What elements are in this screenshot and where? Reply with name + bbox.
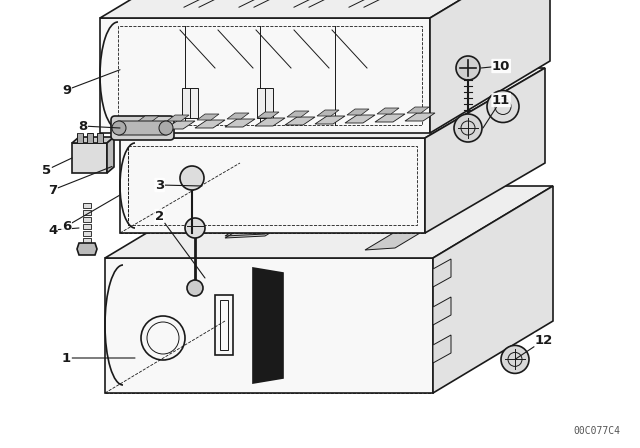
Polygon shape [285, 117, 315, 125]
Text: 1: 1 [62, 352, 135, 365]
Polygon shape [225, 119, 255, 127]
FancyBboxPatch shape [111, 116, 174, 140]
Bar [83, 217, 91, 222]
Text: 11: 11 [483, 94, 510, 128]
Text: 00C077C4: 00C077C4 [573, 426, 620, 436]
Polygon shape [430, 0, 550, 133]
Polygon shape [137, 116, 159, 122]
Circle shape [454, 114, 482, 142]
Polygon shape [433, 297, 451, 325]
Polygon shape [165, 121, 195, 129]
Bar [83, 203, 91, 208]
Polygon shape [120, 138, 425, 233]
Polygon shape [100, 0, 550, 18]
Text: 7: 7 [48, 167, 112, 197]
Polygon shape [433, 186, 553, 393]
Polygon shape [227, 113, 249, 119]
Polygon shape [135, 122, 165, 130]
Circle shape [112, 121, 126, 135]
Polygon shape [257, 112, 279, 118]
Bar [83, 238, 91, 243]
Circle shape [323, 195, 347, 219]
Polygon shape [433, 335, 451, 363]
Polygon shape [255, 118, 285, 126]
Bar [220, 300, 228, 350]
Text: 10: 10 [481, 60, 510, 73]
Circle shape [487, 90, 519, 122]
Polygon shape [120, 68, 545, 138]
Circle shape [501, 345, 529, 373]
Bar [215, 295, 233, 355]
Polygon shape [225, 219, 293, 238]
Polygon shape [287, 111, 309, 117]
Polygon shape [375, 114, 405, 122]
Polygon shape [197, 114, 219, 120]
Bar [87, 133, 93, 143]
Polygon shape [425, 68, 545, 233]
Text: 8: 8 [78, 120, 120, 133]
Text: 2: 2 [155, 210, 205, 278]
Polygon shape [347, 109, 369, 115]
FancyBboxPatch shape [117, 121, 168, 135]
Bar [257, 88, 273, 118]
Text: 3: 3 [155, 178, 202, 191]
Polygon shape [195, 120, 225, 128]
Text: 4: 4 [48, 224, 79, 237]
Polygon shape [315, 116, 345, 124]
Polygon shape [407, 107, 429, 113]
Circle shape [456, 56, 480, 80]
Bar [77, 133, 83, 143]
Polygon shape [317, 110, 339, 116]
Bar [83, 210, 91, 215]
Polygon shape [405, 113, 435, 121]
Circle shape [187, 280, 203, 296]
Text: 6: 6 [62, 195, 120, 233]
Bar [83, 224, 91, 229]
Text: 9: 9 [62, 70, 120, 96]
Text: 5: 5 [42, 158, 72, 177]
Polygon shape [167, 115, 189, 121]
Polygon shape [433, 259, 451, 287]
Polygon shape [105, 258, 433, 393]
Circle shape [159, 121, 173, 135]
Bar [182, 88, 198, 118]
Text: 12: 12 [515, 333, 553, 359]
Polygon shape [77, 243, 97, 255]
Circle shape [180, 166, 204, 190]
Bar [118, 26, 422, 125]
Polygon shape [253, 268, 283, 383]
Polygon shape [72, 143, 107, 173]
Bar [128, 146, 417, 225]
Bar [83, 231, 91, 236]
Polygon shape [377, 108, 399, 114]
Polygon shape [365, 230, 425, 250]
Polygon shape [345, 115, 375, 123]
Polygon shape [100, 18, 430, 133]
Polygon shape [72, 137, 114, 143]
Bar [97, 133, 103, 143]
Polygon shape [107, 137, 114, 173]
Polygon shape [105, 186, 553, 258]
Circle shape [185, 218, 205, 238]
